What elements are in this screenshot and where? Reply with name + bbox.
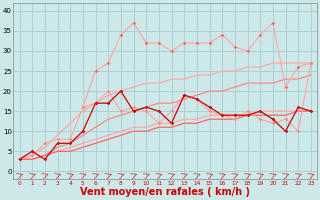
X-axis label: Vent moyen/en rafales ( km/h ): Vent moyen/en rafales ( km/h ) [80,187,250,197]
